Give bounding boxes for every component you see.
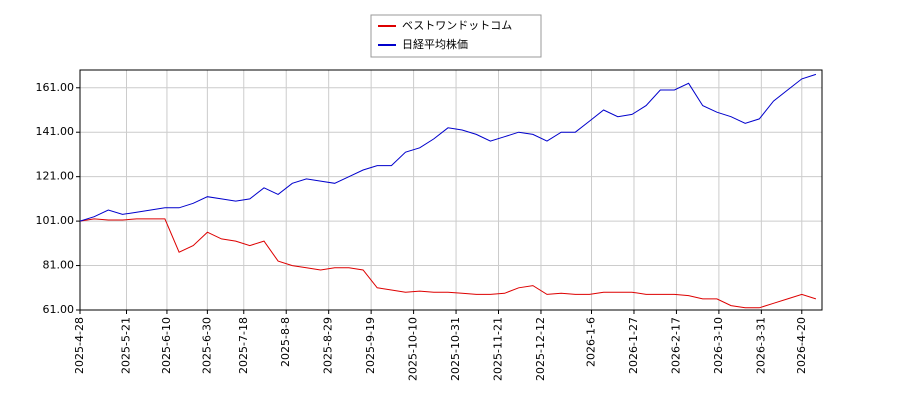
x-tick-label: 2025-6-30	[200, 317, 213, 374]
y-tick-label: 81.00	[43, 259, 75, 272]
series-line	[79, 73, 817, 222]
plot-frame	[79, 69, 823, 311]
x-tick-label: 2025-10-31	[449, 317, 462, 381]
x-tick-label: 2025-7-18	[237, 317, 250, 374]
x-tick-label: 2025-8-29	[322, 317, 335, 374]
y-tick-label: 161.00	[36, 81, 75, 94]
legend-label: 日経平均株価	[402, 37, 468, 51]
y-tick-label: 61.00	[43, 303, 75, 316]
legend-box	[370, 14, 542, 58]
x-tick-label: 2025-6-10	[160, 317, 173, 374]
y-tick-label: 121.00	[36, 170, 75, 183]
x-tick-label: 2025-9-19	[364, 317, 377, 374]
x-tick-label: 2025-12-12	[534, 317, 547, 381]
x-tick-label: 2026-2-17	[669, 317, 682, 374]
x-tick-label: 2025-4-28	[73, 317, 86, 374]
x-tick-label: 2026-1-6	[585, 317, 598, 367]
y-tick-label: 101.00	[36, 214, 75, 227]
x-tick-label: 2026-3-31	[754, 317, 767, 374]
x-tick-label: 2026-4-20	[795, 317, 808, 374]
x-tick-label: 2025-8-8	[279, 317, 292, 367]
x-tick-label: 2026-3-10	[712, 317, 725, 374]
legend-label: ベストワンドットコム	[402, 19, 512, 32]
x-tick-label: 2025-10-10	[407, 317, 420, 381]
x-tick-label: 2026-1-27	[627, 317, 640, 374]
series-line	[79, 218, 817, 309]
y-tick-label: 141.00	[36, 125, 75, 138]
x-tick-label: 2025-5-21	[120, 317, 133, 374]
x-tick-label: 2025-11-21	[492, 317, 505, 381]
